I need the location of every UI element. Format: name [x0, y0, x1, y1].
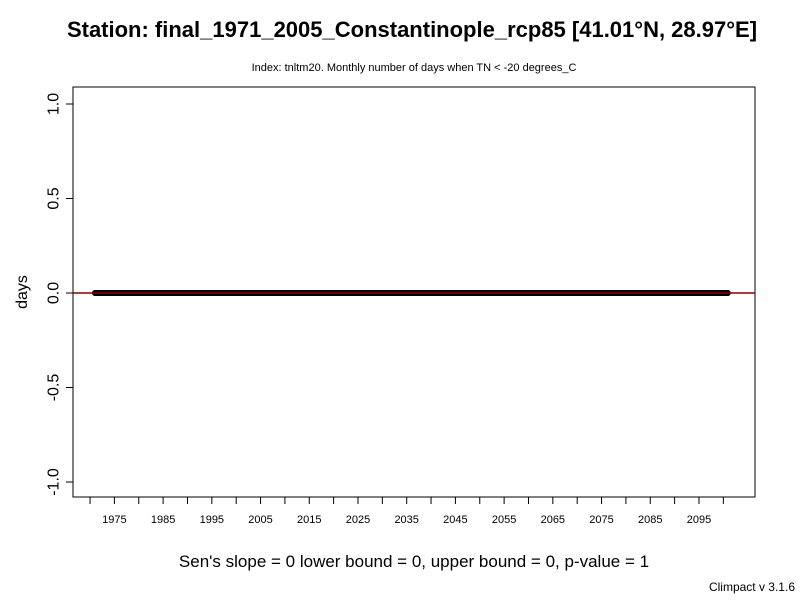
x-tick-label: 2015 — [297, 514, 321, 526]
y-tick-label: -0.5 — [46, 374, 63, 402]
x-tick-label: 2045 — [443, 514, 467, 526]
x-axis: 1975 1985 1995 2005 2015 2025 2035 2045 2055 2065… — [89, 496, 724, 526]
data-series — [73, 290, 755, 296]
y-tick-label: 1.0 — [46, 93, 63, 115]
x-tick-label: 2085 — [638, 514, 662, 526]
trend-stats: Sen's slope = 0 lower bound = 0, upper b… — [179, 552, 649, 571]
y-axis: -1.0 -0.5 0.0 0.5 1.0 — [46, 93, 74, 496]
x-tick-label: 1995 — [200, 514, 224, 526]
y-tick-label: -1.0 — [46, 468, 63, 496]
x-tick-label: 2095 — [687, 514, 711, 526]
chart-subtitle: Index: tnltm20. Monthly number of days w… — [252, 62, 577, 74]
version-label: Climpact v 3.1.6 — [709, 580, 795, 594]
y-axis-label: days — [14, 275, 31, 309]
x-tick-label: 2025 — [346, 514, 370, 526]
chart-title: Station: final_1971_2005_Constantinople_… — [67, 17, 757, 42]
x-tick-label: 1985 — [151, 514, 175, 526]
x-tick-label: 2075 — [589, 514, 613, 526]
x-tick-label: 2055 — [492, 514, 516, 526]
y-tick-label: 0.0 — [46, 282, 63, 304]
x-tick-label: 2035 — [394, 514, 418, 526]
x-tick-label: 2065 — [541, 514, 565, 526]
y-tick-label: 0.5 — [46, 187, 63, 209]
x-tick-label: 2005 — [248, 514, 272, 526]
x-tick-label: 1975 — [102, 514, 126, 526]
